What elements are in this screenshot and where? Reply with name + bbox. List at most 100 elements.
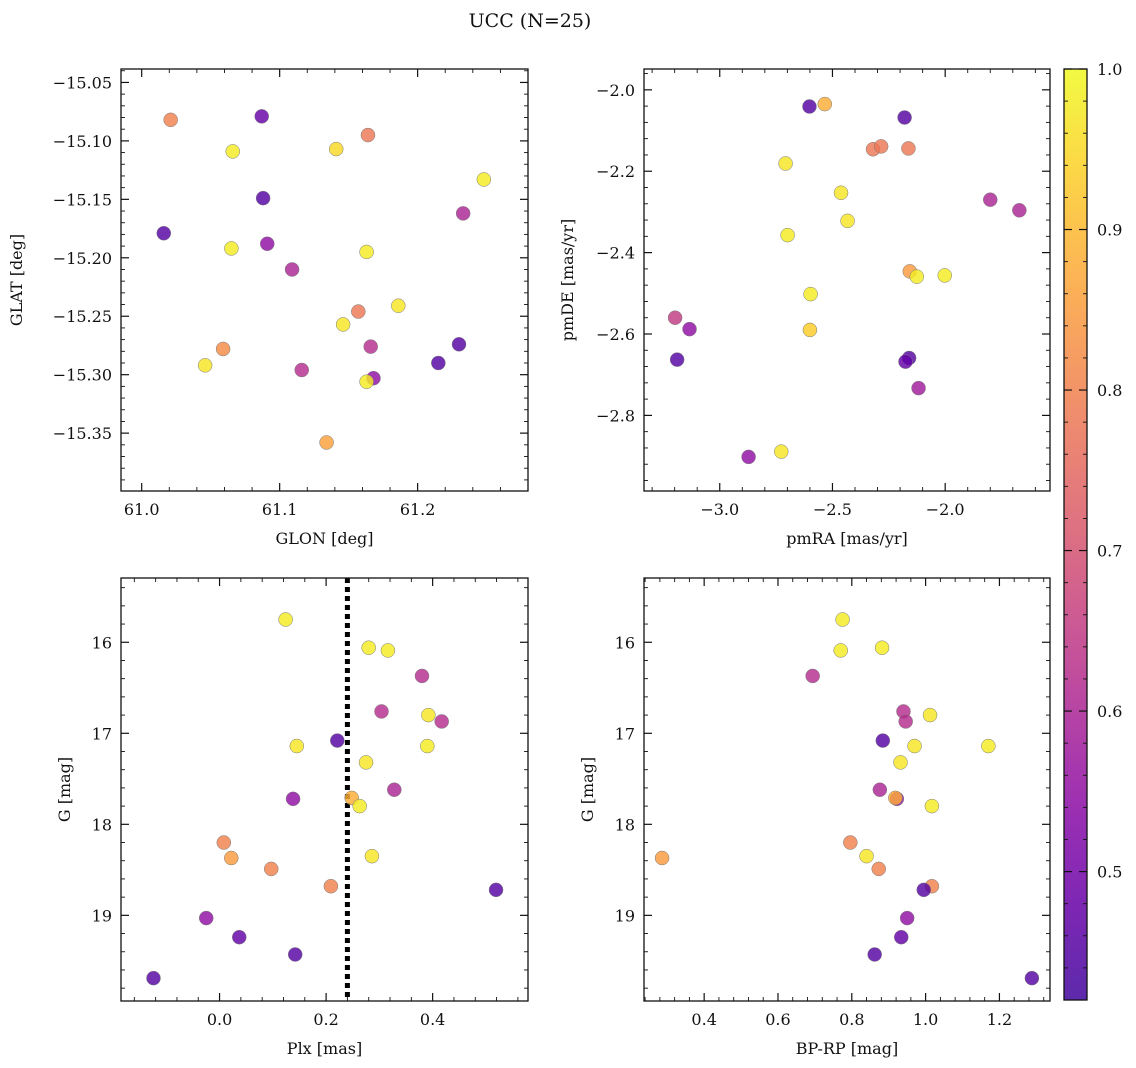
data-point	[420, 738, 435, 754]
data-point	[840, 213, 855, 229]
axes-frame	[643, 577, 1051, 1002]
colorbar-tick-label: 1.0	[1097, 60, 1122, 79]
colorbar: 0.5 0.6 0.7 0.8 0.9 1.0	[1063, 60, 1122, 1001]
data-point	[284, 262, 300, 277]
plot-area	[146, 578, 504, 1001]
data-point	[387, 782, 402, 797]
data-point	[833, 185, 849, 201]
data-point	[455, 206, 471, 221]
plot-area	[667, 96, 1027, 465]
axes-frame	[120, 68, 529, 492]
y-tick-label: −2.4	[596, 244, 635, 263]
data-point	[476, 172, 492, 187]
data-point	[434, 714, 449, 729]
data-point	[216, 835, 232, 850]
data-point	[780, 227, 795, 243]
y-tick-label: 18	[615, 815, 635, 834]
data-point	[803, 286, 818, 302]
data-point	[215, 341, 231, 357]
data-point	[391, 298, 406, 313]
data-point	[1024, 970, 1040, 986]
x-tick-label: 0.4	[691, 1010, 716, 1029]
y-tick-label: 19	[92, 906, 112, 925]
data-point	[163, 112, 178, 128]
data-point	[937, 268, 952, 283]
data-point	[374, 704, 389, 719]
data-point	[654, 850, 670, 866]
data-point	[431, 355, 446, 371]
y-axis-label: G [mag]	[55, 757, 74, 822]
x-tick-label: 0.0	[207, 1010, 232, 1029]
data-point	[741, 449, 756, 465]
colorbar-tick-label: 0.6	[1097, 702, 1122, 721]
plot-area	[654, 612, 1040, 986]
data-point	[802, 322, 818, 338]
data-point	[360, 127, 376, 143]
y-tick-label: 18	[92, 815, 112, 834]
data-point	[330, 733, 345, 748]
data-point	[335, 317, 351, 332]
y-tick-label: −2.6	[596, 325, 635, 344]
data-point	[778, 156, 793, 171]
colorbar-tick-label: 0.8	[1097, 381, 1122, 400]
y-tick-label: −15.30	[53, 366, 112, 385]
data-point	[802, 99, 817, 114]
data-point	[871, 861, 886, 877]
panel-3: 0.0 0.2 0.4 16 17 18 19 Plx [mas] G [mag]	[55, 577, 529, 1058]
data-point	[898, 714, 913, 729]
data-point	[278, 612, 293, 627]
data-point	[682, 321, 697, 337]
data-point	[805, 668, 820, 684]
x-tick-label: −2.0	[926, 500, 965, 519]
data-point	[859, 848, 874, 864]
y-tick-label: −2.0	[596, 81, 635, 100]
y-tick-label: 16	[615, 633, 635, 652]
data-point	[888, 790, 903, 806]
data-point	[893, 755, 908, 770]
data-point	[328, 141, 344, 157]
x-tick-label: 0.8	[839, 1010, 864, 1029]
y-tick-label: −15.35	[53, 424, 112, 443]
panel-4: 0.4 0.6 0.8 1.0 1.2 16 17 18 19 BP-RP [mag] G [mag…	[578, 577, 1051, 1058]
data-point	[352, 798, 367, 814]
colorbar-tick-label: 0.9	[1097, 221, 1122, 240]
data-point	[875, 733, 891, 748]
data-point	[916, 882, 932, 898]
y-tick-label: 16	[92, 633, 112, 652]
scatter-panels: 61.0 61.1 61.2 −15.35 −15.30 −15.25 −15.20 −15.…	[7, 68, 1051, 1058]
data-point	[774, 444, 789, 459]
data-point	[899, 910, 915, 926]
data-point	[1012, 203, 1027, 218]
data-point	[874, 640, 890, 655]
colorbar-tick-label: 0.5	[1097, 863, 1122, 882]
data-point	[909, 269, 925, 284]
data-point	[156, 225, 172, 241]
data-point	[224, 850, 239, 866]
data-point	[319, 435, 334, 450]
data-point	[198, 910, 214, 926]
plot-area	[156, 109, 492, 450]
data-point	[294, 362, 309, 378]
data-point	[358, 755, 374, 770]
data-point	[911, 380, 926, 396]
data-point	[323, 878, 339, 894]
data-point	[898, 354, 913, 369]
data-point	[287, 947, 303, 962]
data-point	[254, 109, 269, 124]
y-tick-label: −15.15	[53, 190, 112, 209]
data-point	[225, 144, 241, 159]
x-tick-label: 1.2	[987, 1010, 1012, 1029]
data-point	[843, 835, 858, 850]
x-tick-label: −3.0	[700, 500, 739, 519]
data-point	[897, 110, 912, 125]
x-tick-label: 0.2	[313, 1010, 338, 1029]
data-point	[873, 139, 889, 154]
data-point	[359, 374, 374, 389]
data-point	[414, 668, 430, 684]
data-point	[669, 352, 685, 367]
data-point	[146, 970, 161, 986]
x-axis-label: Plx [mas]	[287, 1039, 362, 1058]
data-point	[872, 782, 888, 797]
data-point	[363, 339, 378, 354]
